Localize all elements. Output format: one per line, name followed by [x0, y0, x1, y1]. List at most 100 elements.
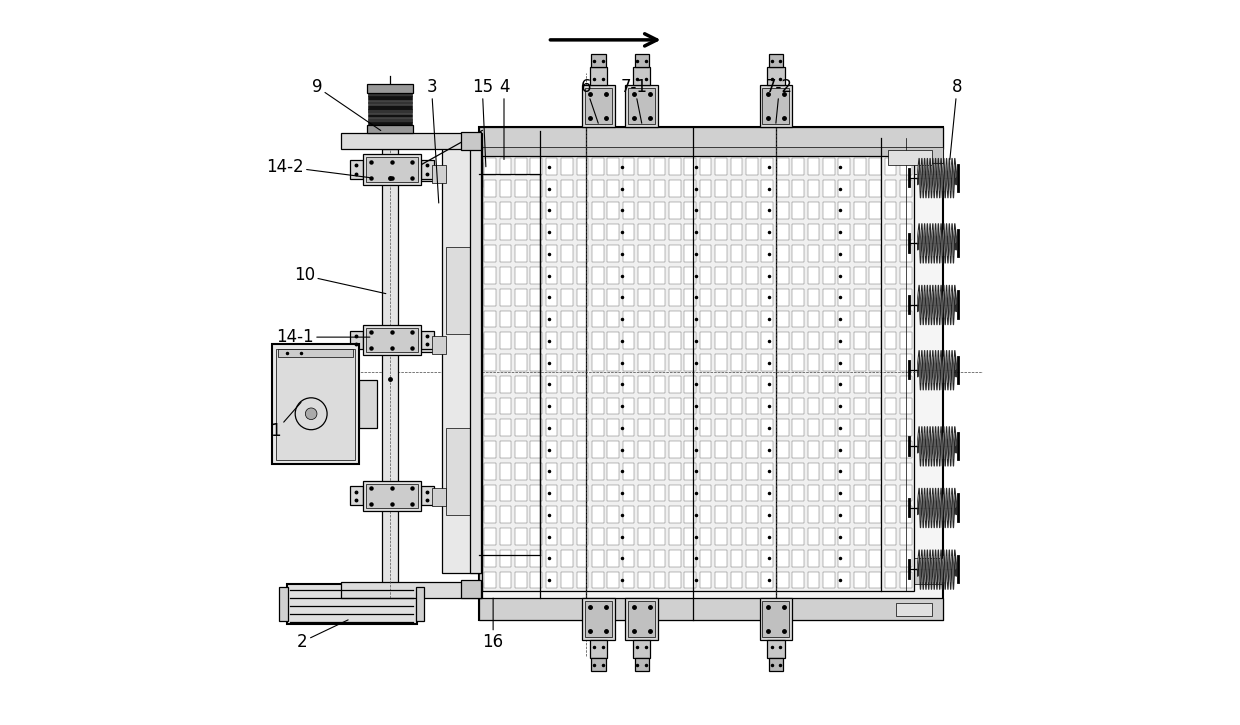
Bar	[684, 507, 696, 523]
Bar	[562, 485, 573, 501]
Bar	[608, 529, 619, 544]
Bar	[546, 376, 558, 392]
Bar	[668, 572, 681, 588]
Bar	[792, 289, 804, 305]
Bar	[746, 159, 758, 175]
Bar	[823, 268, 835, 283]
Bar	[746, 311, 758, 327]
Bar	[546, 224, 558, 240]
Bar	[608, 202, 619, 218]
Bar	[515, 485, 527, 501]
Bar	[577, 442, 588, 457]
Bar	[715, 246, 727, 262]
Bar	[838, 398, 851, 414]
Bar	[807, 507, 820, 523]
Bar	[639, 463, 650, 479]
Bar	[884, 398, 897, 414]
Bar	[746, 463, 758, 479]
Bar	[639, 268, 650, 283]
Bar	[699, 268, 712, 283]
Bar	[715, 550, 727, 566]
Bar	[531, 529, 542, 544]
Bar	[577, 202, 588, 218]
Bar	[823, 333, 835, 349]
Bar	[546, 529, 558, 544]
Bar	[531, 550, 542, 566]
Bar	[761, 311, 773, 327]
Bar	[776, 420, 789, 436]
Bar	[668, 355, 681, 370]
Bar	[715, 333, 727, 349]
Bar	[854, 246, 866, 262]
Bar	[761, 550, 773, 566]
Bar	[484, 246, 496, 262]
Bar	[684, 289, 696, 305]
Bar	[420, 331, 434, 349]
Bar	[546, 289, 558, 305]
Bar	[562, 311, 573, 327]
Bar	[684, 376, 696, 392]
Bar	[500, 268, 511, 283]
Bar	[366, 328, 418, 352]
Bar	[854, 529, 866, 544]
Bar	[807, 202, 820, 218]
Bar	[653, 442, 666, 457]
Bar	[577, 333, 588, 349]
Circle shape	[305, 408, 317, 420]
Bar	[368, 123, 412, 126]
Bar	[792, 398, 804, 414]
Bar	[900, 159, 911, 175]
Bar	[823, 507, 835, 523]
Bar	[900, 224, 911, 240]
Bar	[591, 289, 604, 305]
Bar	[500, 376, 511, 392]
Bar	[869, 420, 880, 436]
Bar	[760, 598, 792, 640]
Bar	[577, 224, 588, 240]
Bar	[730, 311, 743, 327]
Bar	[484, 289, 496, 305]
Bar	[531, 376, 542, 392]
Bar	[869, 181, 880, 196]
Text: 1: 1	[270, 402, 301, 440]
Bar	[888, 150, 931, 165]
Bar	[622, 529, 635, 544]
Bar	[900, 507, 911, 523]
Bar	[838, 246, 851, 262]
Bar	[639, 485, 650, 501]
Bar	[500, 246, 511, 262]
Bar	[792, 485, 804, 501]
Bar	[562, 376, 573, 392]
Bar	[443, 145, 482, 573]
Bar	[776, 442, 789, 457]
Bar	[608, 224, 619, 240]
Bar	[591, 333, 604, 349]
Bar	[668, 224, 681, 240]
Bar	[577, 159, 588, 175]
Bar	[531, 572, 542, 588]
Bar	[746, 376, 758, 392]
Bar	[639, 333, 650, 349]
Bar	[668, 398, 681, 414]
Bar	[484, 181, 496, 196]
Bar	[546, 485, 558, 501]
Bar	[589, 67, 606, 85]
Bar	[484, 529, 496, 544]
Bar	[869, 355, 880, 370]
Bar	[515, 463, 527, 479]
Bar	[884, 463, 897, 479]
Bar	[350, 486, 362, 505]
Bar	[792, 463, 804, 479]
Bar	[484, 159, 496, 175]
Bar	[515, 398, 527, 414]
Bar	[591, 181, 604, 196]
Bar	[515, 442, 527, 457]
Bar	[531, 268, 542, 283]
Bar	[546, 442, 558, 457]
Bar	[854, 507, 866, 523]
Bar	[608, 550, 619, 566]
Bar	[884, 181, 897, 196]
Bar	[838, 463, 851, 479]
Bar	[368, 118, 412, 122]
Bar	[432, 488, 446, 506]
